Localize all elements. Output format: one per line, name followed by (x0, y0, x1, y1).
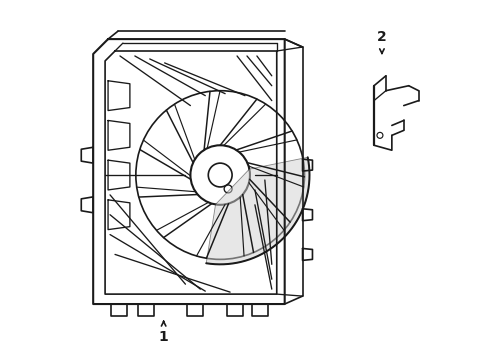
Polygon shape (206, 157, 309, 264)
Text: 1: 1 (159, 330, 168, 344)
Text: 2: 2 (376, 30, 386, 44)
